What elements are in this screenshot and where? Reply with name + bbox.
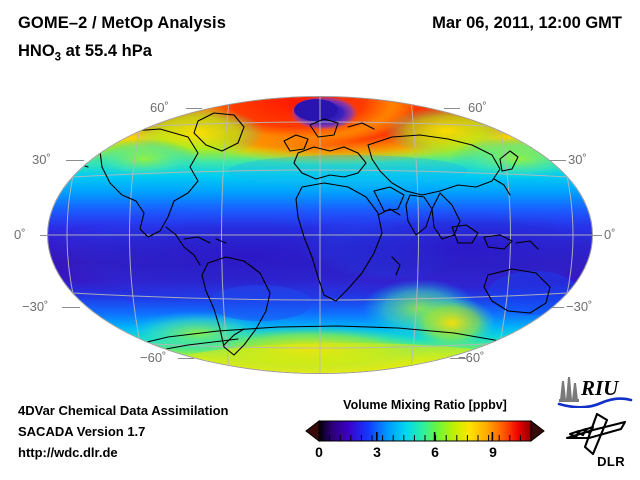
coastlines [63,112,569,360]
footer-line-method: 4DVar Chemical Data Assimilation [18,403,229,418]
colorbar-gradient [305,420,545,442]
lat-label-right-0: 0˚ [604,227,616,242]
footer-credits: 4DVar Chemical Data Assimilation SACADA … [18,400,229,463]
map-figure: 60˚ 30˚ 0˚ −30˚ −60˚ 60˚ 30˚ 0˚ −30˚ −60… [0,88,640,384]
riu-wordmark: RIU [580,376,620,400]
page-title: GOME–2 / MetOp Analysis [18,14,226,32]
mollweide-projection [48,97,592,373]
species-name: HNO [18,42,55,60]
globe-container [48,97,592,373]
species-level: at 55.4 hPa [61,42,152,60]
lat-label-left-30n: 30˚ [32,152,51,167]
colorbar-tick-labels: 0 3 6 9 [305,444,545,464]
lat-label-left-30s: −30˚ [22,299,49,314]
dlr-wordmark: DLR [597,454,625,469]
lat-label-left-0: 0˚ [14,227,26,242]
riu-logo: RIU [557,374,633,409]
colorbar-tick-0: 0 [315,444,323,460]
dlr-logo: DLR [563,412,629,469]
species-subtitle: HNO3 at 55.4 hPa [18,42,152,64]
header: GOME–2 / MetOp Analysis HNO3 at 55.4 hPa… [0,0,640,80]
timestamp-label: Mar 06, 2011, 12:00 GMT [432,14,622,32]
colorbar-legend: Volume Mixing Ratio [ppbv] [305,398,545,468]
colorbar-tick-6: 6 [431,444,439,460]
footer-line-version: SACADA Version 1.7 [18,424,146,439]
colorbar-tick-3: 3 [373,444,381,460]
dlr-logo-mark [565,412,627,456]
colorbar-title: Volume Mixing Ratio [ppbv] [343,398,507,412]
footer-line-url[interactable]: http://wdc.dlr.de [18,445,118,460]
species-subscript: 3 [54,51,62,64]
riu-logo-mark: RIU [557,376,633,409]
colorbar-tick-9: 9 [489,444,497,460]
lat-tick-right-0 [586,235,602,236]
